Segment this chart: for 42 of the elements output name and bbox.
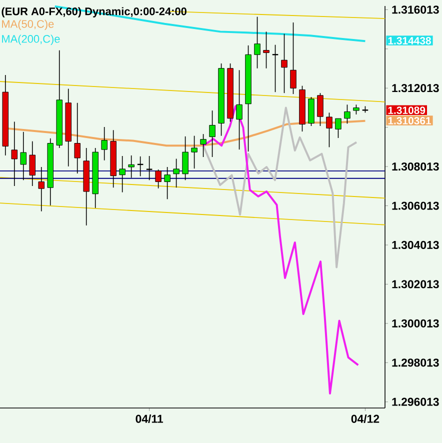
x-tick-label: 04/11	[136, 414, 164, 424]
candlestick	[101, 126, 108, 161]
candlestick	[119, 156, 126, 193]
candlestick	[335, 118, 342, 138]
candlestick	[191, 135, 198, 169]
y-tick-label: 1.312013	[392, 84, 439, 92]
x-tick-label: 04/12	[351, 414, 380, 424]
y-tick-label: 1.308013	[392, 162, 439, 171]
candlestick	[236, 70, 242, 150]
text: MA(50,C)e	[2, 20, 54, 30]
y-tick-label: 1.296013	[392, 398, 439, 406]
y-tick-label: 1.306013	[392, 202, 439, 210]
y-tick-label: 1.302013	[392, 280, 439, 288]
candlestick	[254, 16, 260, 69]
candlestick	[29, 140, 36, 186]
candlestick	[155, 169, 162, 189]
candlestick	[20, 131, 27, 181]
candlestick	[146, 156, 153, 181]
candlestick	[263, 31, 270, 69]
text: MA(200,C)e	[2, 34, 60, 45]
candlestick	[128, 155, 134, 178]
candlestick	[344, 104, 350, 124]
candlestick	[11, 121, 18, 186]
candlestick	[209, 110, 216, 158]
annotation: 1.314438	[388, 37, 431, 44]
y-tick-label: 1.298013	[392, 358, 439, 367]
candlestick	[38, 166, 45, 212]
candlestick	[164, 166, 170, 200]
y-tick-label: 1.316013	[392, 6, 439, 14]
y-tick-label: 1.304013	[392, 240, 439, 250]
candlestick	[200, 134, 206, 158]
candlestick	[317, 92, 324, 126]
candlestick	[326, 112, 332, 148]
candlestick	[353, 104, 360, 115]
annotation: 1.31089	[388, 106, 426, 114]
y-tick-label: 1.300013	[392, 319, 439, 328]
candlestick	[281, 33, 288, 94]
candlestick	[182, 136, 188, 181]
candlestick	[290, 22, 296, 94]
candlestick	[74, 102, 80, 174]
annotation: 1.310361	[388, 116, 432, 124]
candlestick	[173, 158, 180, 188]
